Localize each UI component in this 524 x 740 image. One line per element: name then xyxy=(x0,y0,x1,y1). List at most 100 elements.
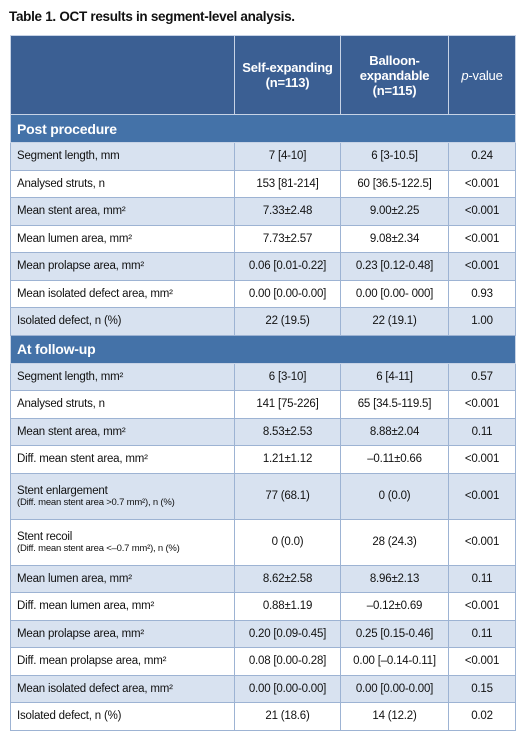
column-header: Self-expanding (n=113) xyxy=(234,35,341,115)
header-line: Balloon- xyxy=(369,52,420,68)
header-line: Self-expanding xyxy=(242,60,333,75)
row-label: Diff. mean stent area, mm² xyxy=(10,445,235,474)
data-row: Isolated defect, n (%) 21 (18.6) 14 (12.2)… xyxy=(10,702,516,731)
value-cell: 7.73±2.57 xyxy=(234,224,341,253)
value-cell: 0.00 [0.00-0.00] xyxy=(234,279,341,308)
row-label: Mean lumen area, mm² xyxy=(10,564,235,593)
row-label-note: (Diff. mean stent area <–0.7 mm²), n (%) xyxy=(17,542,180,554)
row-label: Diff. mean prolapse area, mm² xyxy=(10,647,235,676)
row-label-text: Mean isolated defect area, mm² xyxy=(17,682,173,695)
value-cell: 6 [3-10.5] xyxy=(340,142,449,171)
row-label: Diff. mean lumen area, mm² xyxy=(10,592,235,621)
row-label: Segment length, mm² xyxy=(10,362,235,391)
data-row: Mean prolapse area, mm² 0.06 [0.01-0.22] 0… xyxy=(10,252,516,281)
row-label-text: Analysed struts, n xyxy=(17,177,105,190)
value-cell: 14 (12.2) xyxy=(340,702,449,731)
value-cell: <0.001 xyxy=(448,518,516,566)
value-cell: 0.24 xyxy=(448,142,516,171)
value-cell: 0.00 [0.00-0.00] xyxy=(340,674,449,703)
data-row: Isolated defect, n (%) 22 (19.5) 22 (19.1)… xyxy=(10,307,516,336)
value-cell: 8.62±2.58 xyxy=(234,564,341,593)
results-table: Self-expanding (n=113) Balloon-expandable(… xyxy=(10,35,516,731)
row-label-text: Isolated defect, n (%) xyxy=(17,710,122,723)
value-cell: 8.53±2.53 xyxy=(234,417,341,446)
value-cell: <0.001 xyxy=(448,197,516,226)
row-label-text: Mean stent area, mm² xyxy=(17,205,126,218)
column-header: p-value xyxy=(448,35,516,115)
value-cell: 0.20 [0.09-0.45] xyxy=(234,619,341,648)
row-label: Mean prolapse area, mm² xyxy=(10,619,235,648)
value-cell: <0.001 xyxy=(448,647,516,676)
value-cell: <0.001 xyxy=(448,252,516,281)
value-cell: 7 [4-10] xyxy=(234,142,341,171)
value-cell: 22 (19.5) xyxy=(234,307,341,336)
value-cell: 8.96±2.13 xyxy=(340,564,449,593)
header-line: (n=115) xyxy=(372,82,417,98)
data-row: Mean isolated defect area, mm² 0.00 [0.00… xyxy=(10,279,516,308)
header-line: expandable xyxy=(359,67,430,83)
value-cell: 8.88±2.04 xyxy=(340,417,449,446)
header-row: Self-expanding (n=113) Balloon-expandable(… xyxy=(10,35,516,115)
value-cell: 0 (0.0) xyxy=(234,518,341,566)
data-row: Segment length, mm² 6 [3-10] 6 [4-11] 0.57 xyxy=(10,362,516,391)
value-cell: <0.001 xyxy=(448,592,516,621)
value-cell: 1.21±1.12 xyxy=(234,445,341,474)
value-cell: 0.08 [0.00-0.28] xyxy=(234,647,341,676)
row-label: Segment length, mm xyxy=(10,142,235,171)
row-label-text: Mean lumen area, mm² xyxy=(17,232,132,245)
value-cell: –0.12±0.69 xyxy=(340,592,449,621)
header-cell xyxy=(10,35,235,115)
value-cell: 0.00 [0.00-0.00] xyxy=(234,674,341,703)
row-label-text: Stent enlargement xyxy=(17,484,108,497)
value-cell: 77 (68.1) xyxy=(234,472,341,520)
row-label: Stent enlargement (Diff. mean stent area … xyxy=(10,472,235,520)
value-cell: 1.00 xyxy=(448,307,516,336)
row-label: Mean stent area, mm² xyxy=(10,197,235,226)
section-title: At follow-up xyxy=(10,334,516,364)
row-label: Mean lumen area, mm² xyxy=(10,224,235,253)
value-cell: 0.11 xyxy=(448,619,516,648)
row-label: Isolated defect, n (%) xyxy=(10,702,235,731)
value-cell: 9.08±2.34 xyxy=(340,224,449,253)
data-row: Analysed struts, n 153 [81-214] 60 [36.5-1… xyxy=(10,169,516,198)
header-line: (n=113) xyxy=(265,75,310,90)
row-label-text: Stent recoil xyxy=(17,530,73,543)
value-cell: 0.23 [0.12-0.48] xyxy=(340,252,449,281)
section-row: Post procedure xyxy=(10,114,516,143)
row-label-text: Isolated defect, n (%) xyxy=(17,315,122,328)
header-text: -value xyxy=(468,67,503,83)
row-label: Analysed struts, n xyxy=(10,169,235,198)
value-cell: 60 [36.5-122.5] xyxy=(340,169,449,198)
value-cell: 0.00 [0.00- 000] xyxy=(340,279,449,308)
value-cell: <0.001 xyxy=(448,472,516,520)
row-label-text: Diff. mean stent area, mm² xyxy=(17,453,148,466)
data-row: Mean isolated defect area, mm² 0.00 [0.00… xyxy=(10,674,516,703)
row-label-text: Mean prolapse area, mm² xyxy=(17,627,145,640)
value-cell: 0.25 [0.15-0.46] xyxy=(340,619,449,648)
value-cell: <0.001 xyxy=(448,169,516,198)
row-label: Isolated defect, n (%) xyxy=(10,307,235,336)
row-label-text: Mean lumen area, mm² xyxy=(17,572,132,585)
value-cell: 0.15 xyxy=(448,674,516,703)
value-cell: 6 [3-10] xyxy=(234,362,341,391)
value-cell: <0.001 xyxy=(448,390,516,419)
value-cell: 9.00±2.25 xyxy=(340,197,449,226)
data-row: Mean stent area, mm² 7.33±2.48 9.00±2.25 <0… xyxy=(10,197,516,226)
data-row: Stent enlargement (Diff. mean stent area … xyxy=(10,472,516,520)
value-cell: 0.06 [0.01-0.22] xyxy=(234,252,341,281)
row-label: Mean isolated defect area, mm² xyxy=(10,279,235,308)
data-row: Analysed struts, n 141 [75-226] 65 [34.5-1… xyxy=(10,390,516,419)
row-label: Stent recoil (Diff. mean stent area <–0.7… xyxy=(10,518,235,566)
row-label: Analysed struts, n xyxy=(10,390,235,419)
value-cell: 0.88±1.19 xyxy=(234,592,341,621)
value-cell: 0.11 xyxy=(448,564,516,593)
data-row: Mean stent area, mm² 8.53±2.53 8.88±2.04 0.… xyxy=(10,417,516,446)
value-cell: 141 [75-226] xyxy=(234,390,341,419)
value-cell: 7.33±2.48 xyxy=(234,197,341,226)
data-row: Diff. mean lumen area, mm² 0.88±1.19 –0.12… xyxy=(10,592,516,621)
column-header: Balloon-expandable (n=115) xyxy=(340,35,449,115)
value-cell: 22 (19.1) xyxy=(340,307,449,336)
value-cell: 0.57 xyxy=(448,362,516,391)
value-cell: 0.11 xyxy=(448,417,516,446)
